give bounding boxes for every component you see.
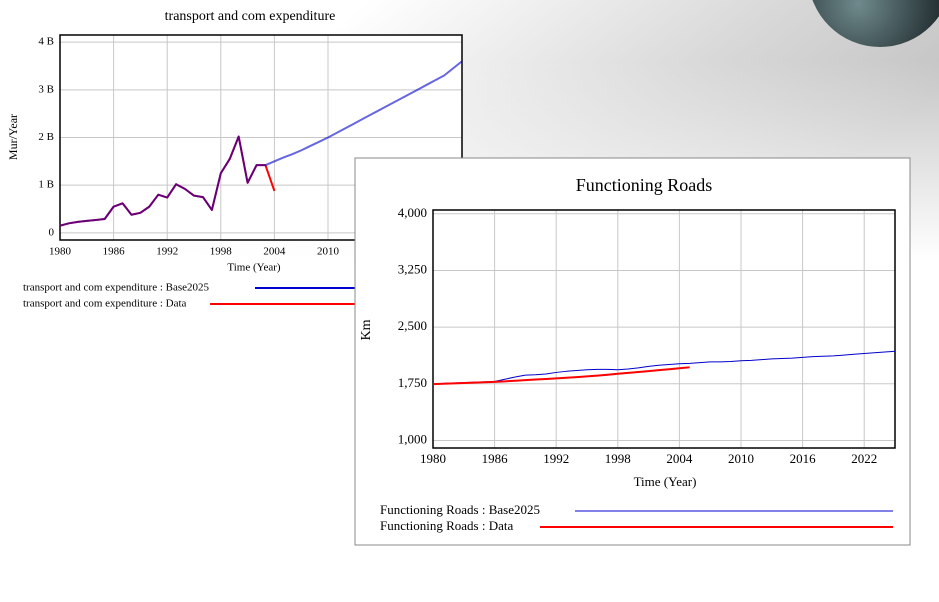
chart-expenditure: transport and com expenditure 0 1 B 2 B 3 B 4… <box>6 9 463 310</box>
legend-label: transport and com expenditure : Base2025 <box>23 282 210 294</box>
y-tick-label: 4 B <box>38 36 54 48</box>
y-tick-label: 3 B <box>38 83 54 95</box>
x-axis-label: Time (Year) <box>227 262 281 274</box>
x-tick-label: 2010 <box>317 246 340 258</box>
x-tick-label: 1998 <box>605 451 631 466</box>
y-tick-label: 4,000 <box>398 205 427 220</box>
x-tick-label: 1980 <box>420 451 446 466</box>
x-tick-label: 2010 <box>728 451 754 466</box>
x-tick-label: 2004 <box>263 246 286 258</box>
legend-label: Functioning Roads : Base2025 <box>380 502 540 517</box>
x-tick-label: 1986 <box>482 451 509 466</box>
y-tick-label: 1,750 <box>398 375 427 390</box>
plot-frame <box>59 34 463 241</box>
y-axis-label: Mur/Year <box>6 114 20 160</box>
chart-title: Functioning Roads <box>576 175 713 195</box>
legend-label: Functioning Roads : Data <box>380 518 513 533</box>
x-axis-label: Time (Year) <box>634 474 697 489</box>
plot-area <box>433 210 895 448</box>
x-tick-label: 2016 <box>790 451 817 466</box>
y-tick-label: 0 <box>49 226 55 238</box>
y-tick-label: 3,250 <box>398 261 427 276</box>
plot-frame <box>432 209 896 449</box>
series-line <box>432 366 690 386</box>
y-tick-label: 2 B <box>38 131 54 143</box>
y-axis-label: Km <box>359 319 374 340</box>
series-line <box>59 60 463 227</box>
x-tick-label: 1998 <box>210 246 233 258</box>
chart-title: transport and com expenditure <box>165 9 336 24</box>
x-tick-label: 1992 <box>543 451 569 466</box>
y-tick-label: 2,500 <box>398 318 427 333</box>
y-tick-label: 1 B <box>38 179 54 191</box>
series-line <box>432 350 896 385</box>
legend-label: transport and com expenditure : Data <box>23 298 187 310</box>
globe <box>812 0 939 47</box>
chart-roads: Functioning Roads 1,000 1,750 2,500 3,250 4,0… <box>359 175 896 533</box>
y-tick-label: 1,000 <box>398 431 427 446</box>
x-tick-label: 1980 <box>49 246 72 258</box>
x-tick-label: 2022 <box>851 451 877 466</box>
x-tick-label: 1992 <box>156 246 178 258</box>
x-tick-label: 1986 <box>103 246 126 258</box>
x-tick-label: 2004 <box>666 451 693 466</box>
